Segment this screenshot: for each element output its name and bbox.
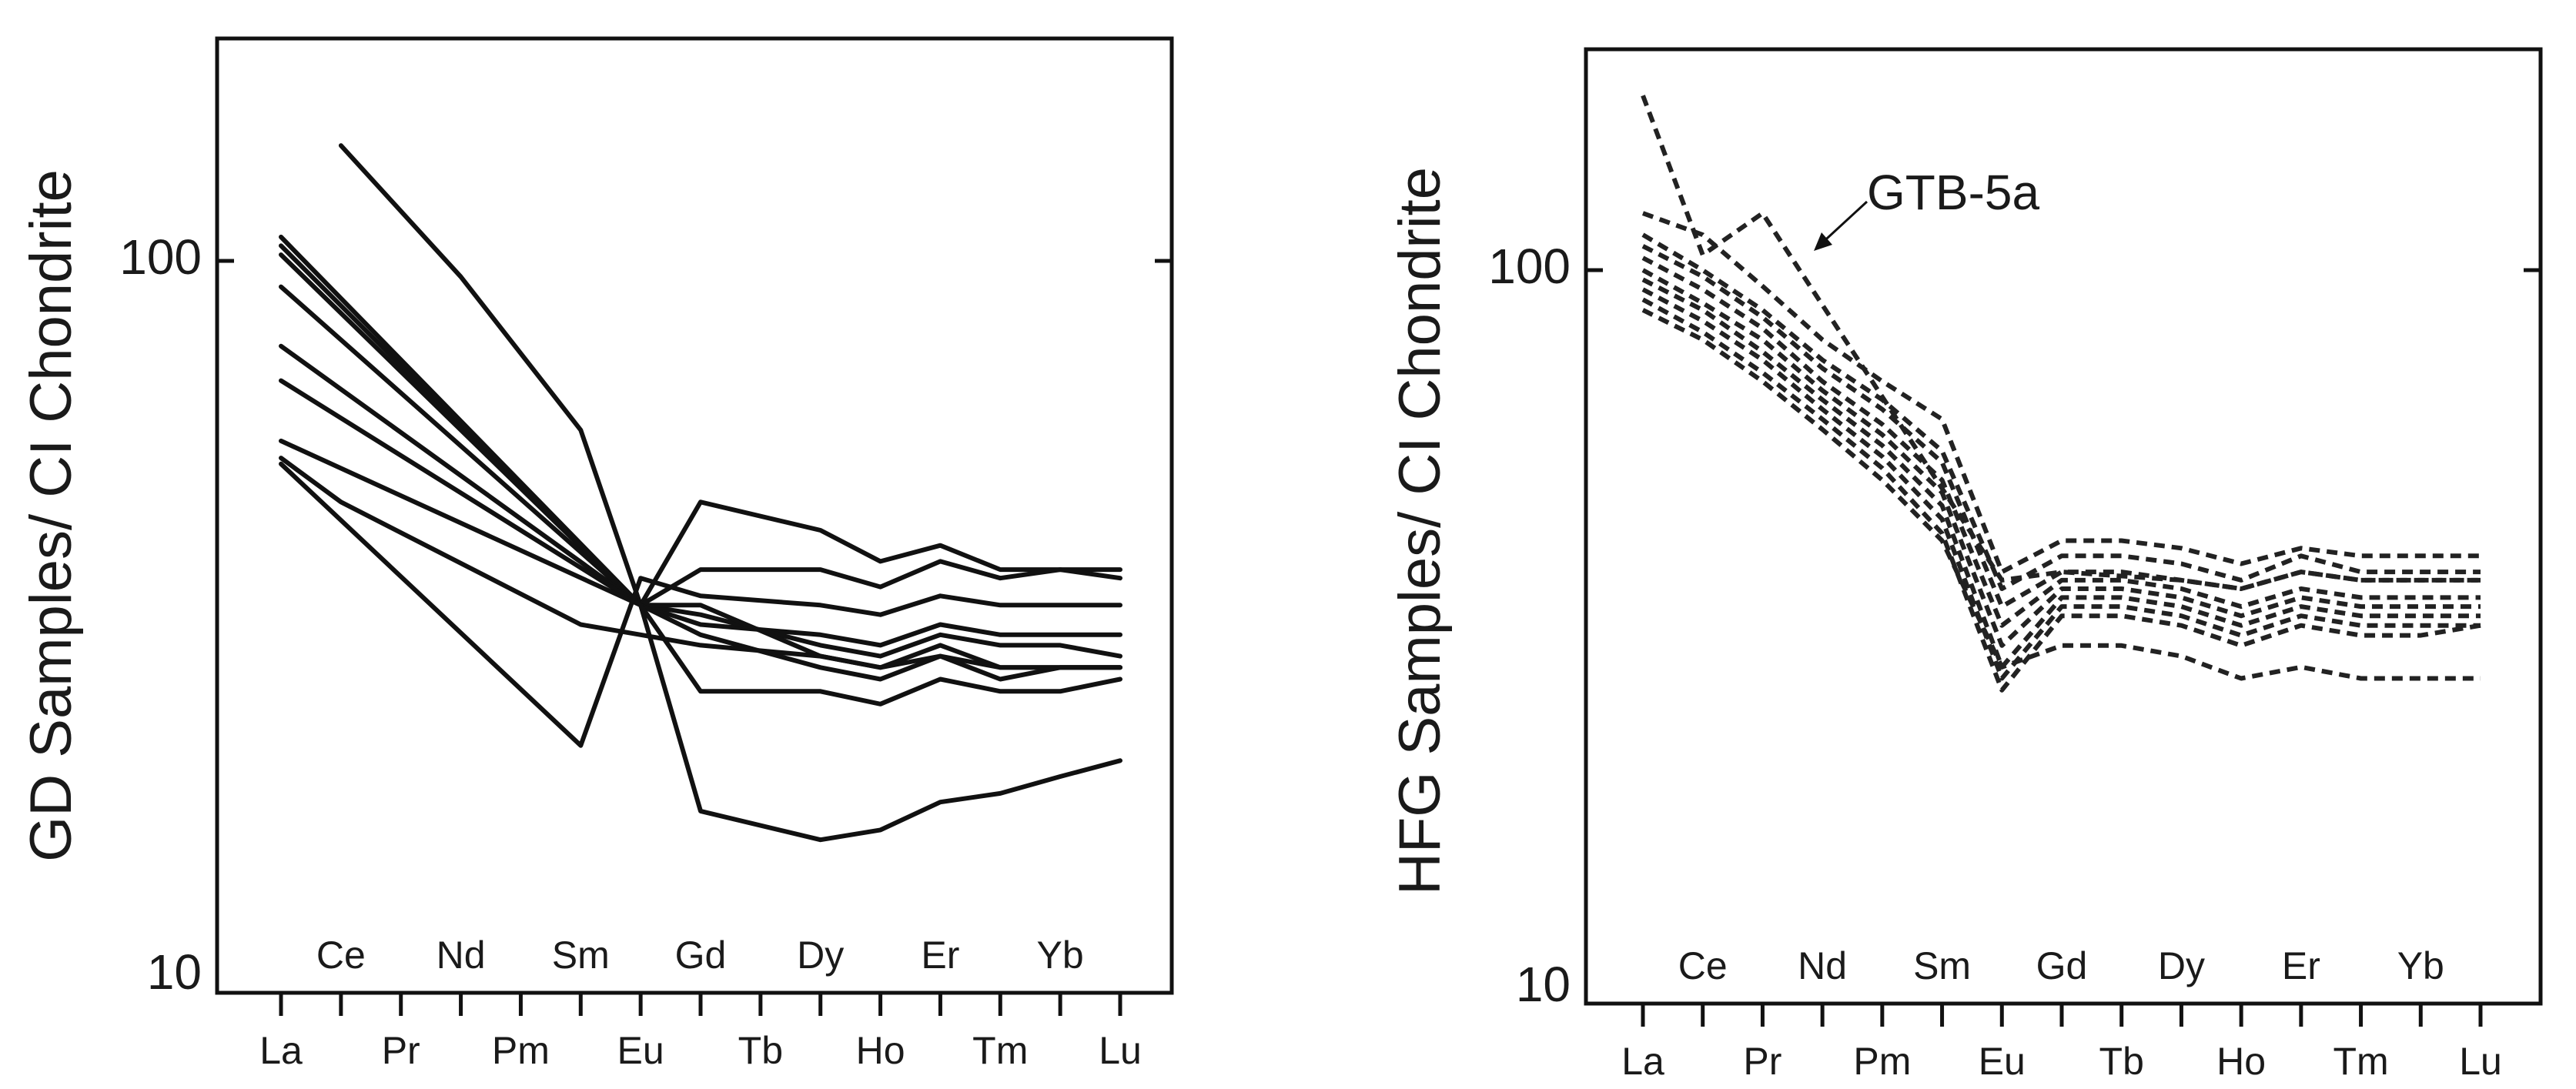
series-line-3 xyxy=(1641,232,2481,591)
series-line-5 xyxy=(1641,256,2481,628)
x-label-gd: Gd xyxy=(675,934,727,977)
plot-frame xyxy=(215,36,1174,995)
series-line-6 xyxy=(1641,268,2481,648)
x-label-eu: Eu xyxy=(1979,1040,2026,1083)
x-label-lu: Lu xyxy=(1099,1029,1142,1072)
series-line-8 xyxy=(1641,287,2481,681)
chart-gd: 100 10 GD Samples/ CI Chondrite Ce Nd Sm Gd… xyxy=(18,36,1174,1072)
x-ticks xyxy=(279,993,1122,1016)
x-label-gd: Gd xyxy=(2036,944,2088,987)
x-label-sm: Sm xyxy=(552,934,610,977)
series-line-7 xyxy=(279,378,1122,707)
x-labels: Ce Nd Sm Gd Dy Er Yb La Pr Pm Eu Tb Ho Tm Lu xyxy=(259,934,1142,1072)
x-label-ce: Ce xyxy=(316,934,366,977)
annotation-arrowhead xyxy=(1814,232,1832,251)
x-label-ho: Ho xyxy=(2216,1040,2266,1083)
x-label-la: La xyxy=(1621,1040,1664,1083)
x-label-la: La xyxy=(259,1029,303,1072)
series-line-4 xyxy=(279,252,1122,659)
x-label-nd: Nd xyxy=(437,934,486,977)
x-label-tm: Tm xyxy=(972,1029,1028,1072)
x-label-pr: Pr xyxy=(1743,1040,1781,1083)
series-line-2 xyxy=(279,243,1122,608)
x-label-tm: Tm xyxy=(2333,1040,2388,1083)
series-line-9 xyxy=(279,456,1122,670)
y-tick-label-10: 10 xyxy=(147,944,202,1000)
series-line-1 xyxy=(1641,95,2481,591)
series-line-2 xyxy=(1641,211,2481,575)
series-line-6 xyxy=(279,343,1122,682)
x-label-er: Er xyxy=(2282,944,2320,987)
annotation-label: GTB-5a xyxy=(1867,165,2039,220)
y-tick-label-100: 100 xyxy=(119,229,202,285)
series-line-4 xyxy=(1641,244,2481,610)
x-label-eu: Eu xyxy=(617,1029,664,1072)
plot-frame xyxy=(1584,47,2543,1006)
series-line-7 xyxy=(1641,277,2481,670)
x-label-nd: Nd xyxy=(1798,944,1847,987)
y-tick-label-100: 100 xyxy=(1488,239,1571,294)
x-label-er: Er xyxy=(921,934,959,977)
series-line-9 xyxy=(1641,297,2481,693)
x-label-pm: Pm xyxy=(492,1029,550,1072)
x-label-dy: Dy xyxy=(797,934,844,977)
series-line-10 xyxy=(1641,308,2481,681)
x-label-pm: Pm xyxy=(1853,1040,1911,1083)
x-labels: Ce Nd Sm Gd Dy Er Yb La Pr Pm Eu Tb Ho Tm Lu xyxy=(1621,944,2502,1083)
x-label-lu: Lu xyxy=(2459,1040,2502,1083)
x-label-ho: Ho xyxy=(856,1029,905,1072)
series-line-5 xyxy=(279,284,1122,670)
y-tick-label-10: 10 xyxy=(1516,957,1571,1012)
x-label-sm: Sm xyxy=(1913,944,1971,987)
series-group xyxy=(1641,95,2481,693)
x-label-ce: Ce xyxy=(1678,944,1728,987)
x-label-yb: Yb xyxy=(1037,934,1084,977)
series-group xyxy=(279,143,1122,843)
series-line-8 xyxy=(279,438,1122,843)
series-line-1 xyxy=(338,143,1122,608)
series-line-10 xyxy=(279,461,1122,748)
series-line-3 xyxy=(279,234,1122,648)
x-ticks xyxy=(1641,1004,2483,1027)
x-label-tb: Tb xyxy=(738,1029,783,1072)
x-label-yb: Yb xyxy=(2397,944,2444,987)
x-label-dy: Dy xyxy=(2158,944,2205,987)
y-axis-label: HFG Samples/ CI Chondrite xyxy=(1387,167,1453,895)
x-label-pr: Pr xyxy=(382,1029,420,1072)
y-axis-label: GD Samples/ CI Chondrite xyxy=(18,169,84,862)
x-label-tb: Tb xyxy=(2099,1040,2144,1083)
chart-hfg: 100 10 HFG Samples/ CI Chondrite Ce Nd Sm G… xyxy=(1387,47,2543,1083)
